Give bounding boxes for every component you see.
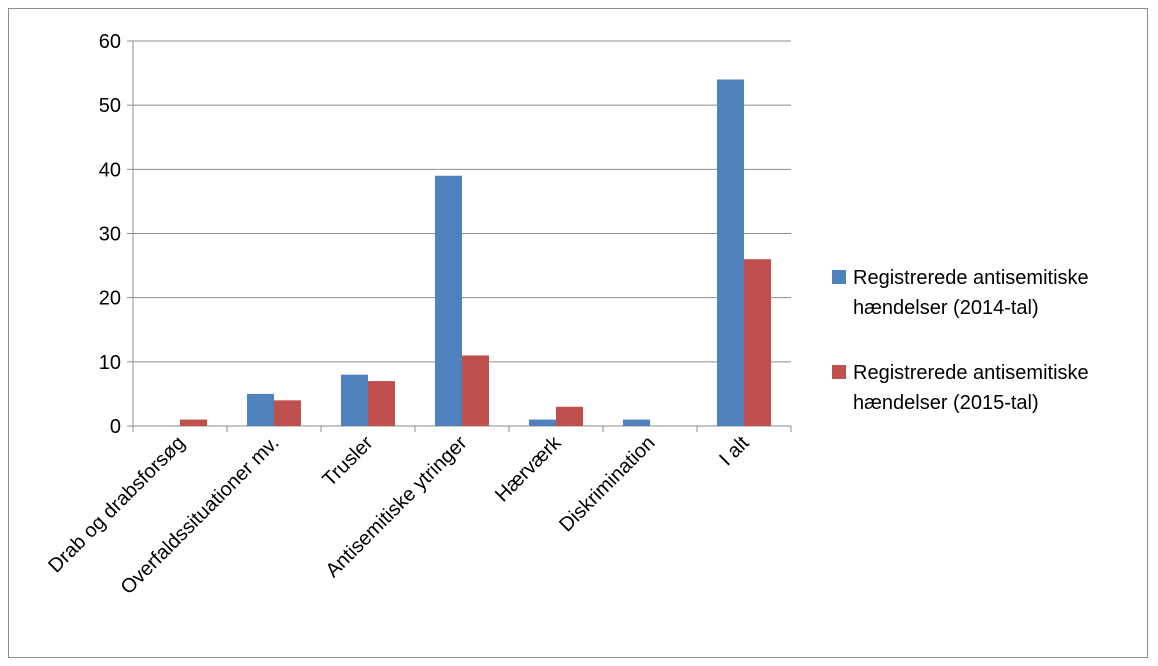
bar-series2-6 <box>744 259 771 426</box>
legend-label: Registrerede antisemitiske <box>853 267 1089 289</box>
x-axis-category-labels: Drab og drabsforsøgOverfaldssituationer … <box>44 431 754 599</box>
chart-frame <box>8 8 1148 658</box>
y-tick-label: 20 <box>99 288 121 310</box>
legend-label: Registrerede antisemitiske <box>853 362 1089 384</box>
bar-series1-3 <box>435 175 462 426</box>
y-tick-label: 50 <box>99 95 121 117</box>
legend-label: hændelser (2015-tal) <box>853 392 1039 414</box>
gridlines <box>133 40 791 363</box>
y-tick-label: 0 <box>110 416 121 438</box>
bar-series1-6 <box>717 79 744 426</box>
legend-swatch <box>832 270 846 284</box>
x-category-label: Overfaldssituationer mv. <box>117 432 284 599</box>
y-tick-label: 40 <box>99 159 121 181</box>
y-tick-label: 30 <box>99 224 121 246</box>
y-tick-label: 10 <box>99 352 121 374</box>
x-category-label: Trusler <box>319 432 378 491</box>
y-axis-tick-labels: 0 10 20 30 40 50 60 <box>99 31 121 438</box>
bar-series2-1 <box>274 400 301 426</box>
x-category-label: Diskrimination <box>555 432 659 536</box>
bar-series2-4 <box>556 406 583 426</box>
bars <box>180 79 771 426</box>
bar-series2-3 <box>462 355 489 426</box>
legend-swatch <box>832 365 846 379</box>
y-tick-label: 60 <box>99 31 121 53</box>
bar-series1-2 <box>341 374 368 426</box>
legend: Registrerede antisemitiske hændelser (201… <box>832 267 1089 414</box>
x-category-label: Hærværk <box>491 431 566 506</box>
bar-series1-5 <box>623 419 650 426</box>
x-category-label: I alt <box>715 432 754 471</box>
bar-series1-4 <box>529 419 556 426</box>
legend-label: hændelser (2014-tal) <box>853 297 1039 319</box>
bar-series2-2 <box>368 381 395 426</box>
bar-series1-1 <box>247 393 274 426</box>
bar-series2-0 <box>180 419 207 426</box>
